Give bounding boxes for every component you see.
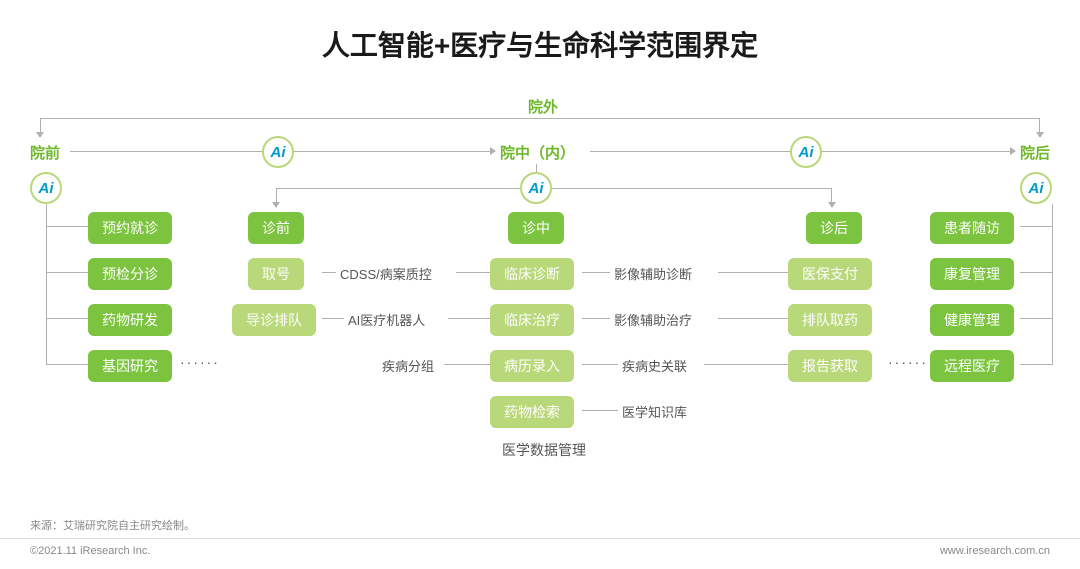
box-post-hospital: 健康管理 xyxy=(930,304,1014,336)
box-prediag-header: 诊前 xyxy=(248,212,304,244)
connector xyxy=(582,410,618,411)
connector xyxy=(1020,226,1052,227)
label-in: 院中（内） xyxy=(500,142,575,163)
text-label: 疾病史关联 xyxy=(622,356,687,375)
footer-source: 来源：艾瑞研究院自主研究绘制。 xyxy=(30,517,195,533)
text-label: CDSS/病案质控 xyxy=(340,264,432,283)
box-prediag: 取号 xyxy=(248,258,304,290)
arrow-icon xyxy=(490,147,496,155)
connector xyxy=(46,272,88,273)
box-indiag: 临床治疗 xyxy=(490,304,574,336)
diagram-container: 院外 院前 院中（内） 院后 Ai Ai Ai Ai Ai 预约就诊 预检分诊 … xyxy=(30,100,1050,500)
arrow-icon xyxy=(1036,132,1044,138)
box-postdiag: 医保支付 xyxy=(788,258,872,290)
box-postdiag: 排队取药 xyxy=(788,304,872,336)
outer-bracket xyxy=(40,118,1040,132)
text-label: AI医疗机器人 xyxy=(348,310,425,329)
arrow-icon xyxy=(828,202,836,208)
connector xyxy=(46,364,88,365)
connector xyxy=(718,318,788,319)
connector-v xyxy=(46,204,47,365)
text-label: 影像辅助治疗 xyxy=(614,310,692,329)
box-indiag: 病历录入 xyxy=(490,350,574,382)
box-pre-hospital: 预约就诊 xyxy=(88,212,172,244)
connector xyxy=(46,318,88,319)
label-pre: 院前 xyxy=(30,142,60,163)
ai-badge-icon: Ai xyxy=(262,136,294,168)
box-indiag: 药物检索 xyxy=(490,396,574,428)
box-pre-hospital: 药物研发 xyxy=(88,304,172,336)
ai-badge-icon: Ai xyxy=(30,172,62,204)
box-indiag: 临床诊断 xyxy=(490,258,574,290)
ellipsis: ······ xyxy=(180,354,220,370)
connector xyxy=(1020,318,1052,319)
footer-rule xyxy=(0,538,1080,539)
connector xyxy=(582,272,610,273)
footer-copyright: ©2021.11 iResearch Inc. xyxy=(30,545,150,557)
page-title: 人工智能+医疗与生命科学范围界定 xyxy=(0,0,1080,64)
box-post-hospital: 远程医疗 xyxy=(930,350,1014,382)
connector xyxy=(456,272,490,273)
box-prediag: 导诊排队 xyxy=(232,304,316,336)
arrow-icon xyxy=(1010,147,1016,155)
connector xyxy=(582,364,618,365)
connector xyxy=(718,272,788,273)
ellipsis: ······ xyxy=(888,354,928,370)
connector xyxy=(1020,364,1052,365)
box-post-hospital: 患者随访 xyxy=(930,212,1014,244)
ai-badge-icon: Ai xyxy=(1020,172,1052,204)
ai-badge-icon: Ai xyxy=(520,172,552,204)
box-indiag-header: 诊中 xyxy=(508,212,564,244)
connector xyxy=(322,272,336,273)
connector xyxy=(444,364,490,365)
footer-url: www.iresearch.com.cn xyxy=(940,545,1050,557)
text-label: 疾病分组 xyxy=(382,356,434,375)
label-outside: 院外 xyxy=(522,96,564,117)
arrow-icon xyxy=(36,132,44,138)
connector xyxy=(582,318,610,319)
bottom-label: 医学数据管理 xyxy=(502,440,586,460)
arrow-icon xyxy=(272,202,280,208)
text-label: 医学知识库 xyxy=(622,402,687,421)
box-pre-hospital: 基因研究 xyxy=(88,350,172,382)
box-pre-hospital: 预检分诊 xyxy=(88,258,172,290)
connector xyxy=(448,318,490,319)
connector xyxy=(322,318,344,319)
connector xyxy=(46,226,88,227)
connector xyxy=(1020,272,1052,273)
connector-v xyxy=(1052,204,1053,365)
connector xyxy=(704,364,788,365)
box-post-hospital: 康复管理 xyxy=(930,258,1014,290)
inner-bracket xyxy=(276,188,832,202)
box-postdiag: 报告获取 xyxy=(788,350,872,382)
text-label: 影像辅助诊断 xyxy=(614,264,692,283)
box-postdiag-header: 诊后 xyxy=(806,212,862,244)
label-post: 院后 xyxy=(1020,142,1050,163)
ai-badge-icon: Ai xyxy=(790,136,822,168)
